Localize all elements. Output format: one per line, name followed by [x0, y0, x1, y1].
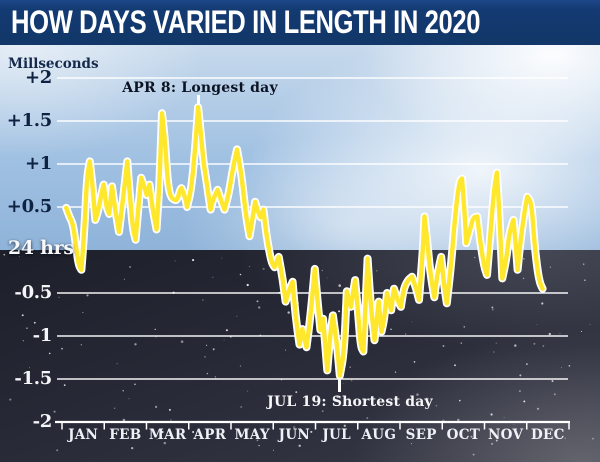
header-bar: HOW DAYS VARIED IN LENGTH IN 2020 — [0, 0, 600, 45]
night-background — [0, 250, 600, 462]
annotation-pointer-longest-day — [197, 95, 200, 104]
annotation-longest-day: APR 8: Longest day — [122, 80, 278, 96]
page-title: HOW DAYS VARIED IN LENGTH IN 2020 — [11, 4, 481, 40]
annotation-shortest-day: JUL 19: Shortest day — [267, 394, 433, 410]
annotation-pointer-shortest-day — [338, 378, 341, 392]
y-axis-unit-label: Millseconds — [8, 56, 99, 72]
